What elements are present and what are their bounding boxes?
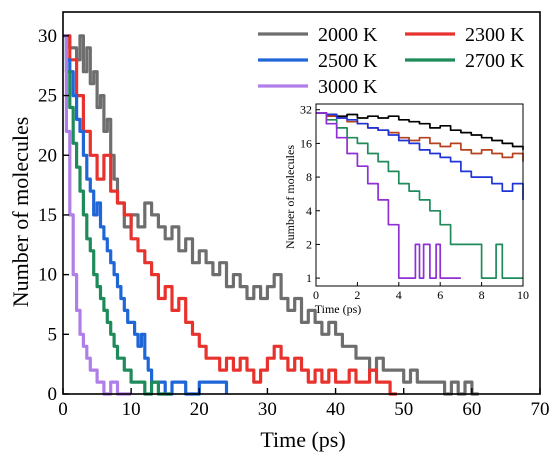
plot-frame [62,11,541,395]
y-tick-label-10: 10 [38,265,57,286]
inset-frame [315,103,524,287]
inset-y-tick-label-8: 8 [306,170,312,184]
inset-y-tick-label-1: 1 [306,271,312,285]
inset-y-axis-label: Number of molecules [283,145,297,249]
inset-x-tick-label-4: 4 [396,288,402,302]
legend: 2000 K 2300 K 2500 K 2700 K 3000 K [258,24,525,98]
series-line-2500-k [63,34,229,396]
y-tick-label-30: 30 [38,26,57,47]
inset-x-axis-label: Time (ps) [315,302,362,316]
legend-label-2300-k: 2300 K [465,24,525,46]
y-tick-label-5: 5 [48,324,58,345]
x-tick-label-10: 10 [122,399,141,420]
inset-x-tick-label-8: 8 [479,288,485,302]
inset-series-line-5 [316,112,461,279]
series-line-3000-k [63,34,132,396]
series-line-2700-k [63,34,172,396]
legend-label-2700-k: 2700 K [465,50,525,72]
legend-label-2000-k: 2000 K [318,24,378,46]
x-axis-label: Time (ps) [260,427,345,452]
x-tick-label-50: 50 [394,399,413,420]
inset-y-tick-label-4: 4 [306,204,312,218]
y-axis-label: Number of molecules [8,117,33,308]
inset-series-line-2 [316,112,524,162]
inset-y-tick-label-2: 2 [306,237,312,251]
inset-x-tick-label-10: 10 [517,288,529,302]
series-line-2300-k [63,34,397,396]
x-tick-label-20: 20 [190,399,209,420]
y-tick-label-0: 0 [48,384,58,405]
y-tick-label-15: 15 [38,205,57,226]
inset-y-tick-label-16: 16 [300,136,312,150]
inset-x-tick-label-0: 0 [313,288,319,302]
x-tick-label-0: 0 [58,399,68,420]
legend-label-2500-k: 2500 K [318,50,378,72]
x-tick-label-60: 60 [462,399,481,420]
inset-y-tick-label-32: 32 [300,103,312,117]
inset-x-tick-label-2: 2 [354,288,360,302]
x-tick-label-70: 70 [531,399,550,420]
y-tick-label-25: 25 [38,86,57,107]
x-tick-label-40: 40 [326,399,345,420]
inset-series-line-3 [316,112,524,200]
inset-x-tick-label-6: 6 [437,288,443,302]
main-plot-series [63,34,479,396]
x-tick-label-30: 30 [258,399,277,420]
inset-series-line-1 [316,112,524,150]
legend-label-3000-k: 3000 K [318,76,378,98]
y-tick-label-20: 20 [38,145,57,166]
inset-series-line-4 [316,112,523,279]
series-line-2000-k [63,34,479,396]
